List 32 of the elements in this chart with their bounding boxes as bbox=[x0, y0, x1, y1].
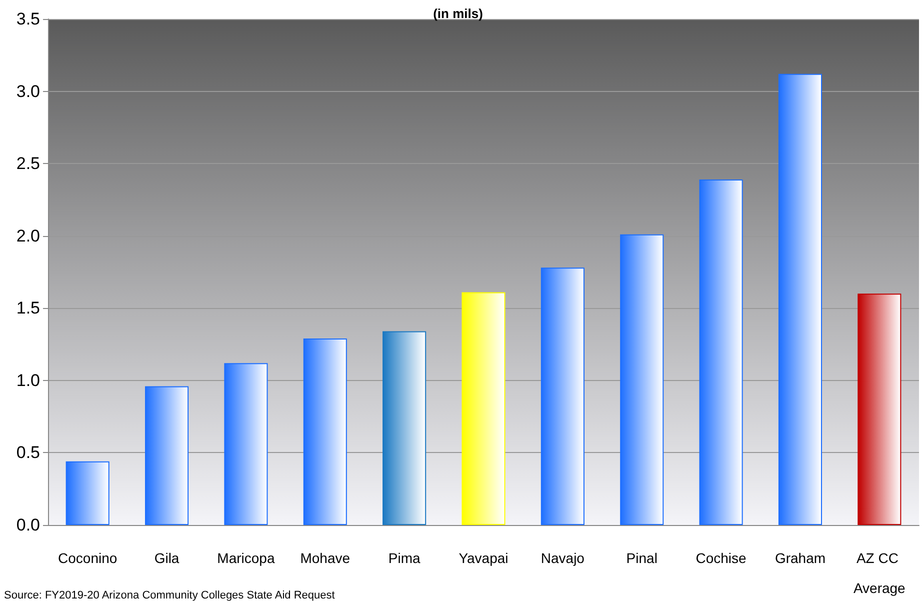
x-tick-label: Graham bbox=[774, 550, 826, 566]
x-tick-label: Navajo bbox=[540, 550, 585, 566]
y-tick-label: 1.5 bbox=[16, 298, 40, 318]
x-tick-label: Maricopa bbox=[217, 550, 275, 566]
x-tick-label: Mohave bbox=[300, 550, 350, 566]
x-tick-label: Pima bbox=[388, 550, 420, 566]
x-tick-label: Yavapai bbox=[458, 550, 508, 566]
bar bbox=[303, 338, 347, 525]
bar bbox=[462, 292, 506, 525]
chart-title: (in mils) bbox=[433, 6, 483, 21]
x-tick-label: Gila bbox=[154, 550, 180, 566]
x-tick-label: AZ CC Average bbox=[853, 550, 906, 596]
bar bbox=[224, 363, 268, 525]
y-tick-label: 0.0 bbox=[16, 516, 40, 534]
bar bbox=[858, 294, 902, 525]
bar bbox=[620, 234, 664, 525]
y-tick-label: 3.0 bbox=[16, 82, 40, 101]
x-tick-label: Pinal bbox=[626, 550, 658, 566]
y-tick-label: 0.5 bbox=[16, 443, 40, 462]
y-tick-label: 3.5 bbox=[16, 10, 40, 28]
bar bbox=[382, 331, 426, 525]
x-tick-label: Cochise bbox=[696, 550, 747, 566]
y-tick-label: 1.0 bbox=[16, 370, 40, 390]
y-tick-label: 2.0 bbox=[16, 226, 40, 246]
source-note: Source: FY2019-20 Arizona Community Colleges State Aid Request bbox=[4, 590, 335, 602]
bar bbox=[66, 461, 110, 525]
bar bbox=[778, 74, 822, 525]
bar bbox=[145, 386, 189, 525]
bar bbox=[540, 268, 584, 525]
bar bbox=[699, 179, 743, 525]
y-tick-label: 2.5 bbox=[16, 154, 40, 174]
x-tick-label: Coconino bbox=[58, 550, 118, 566]
